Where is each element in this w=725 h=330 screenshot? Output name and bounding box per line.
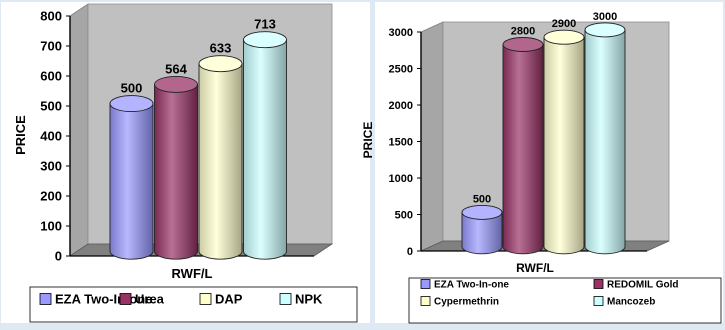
chart-right: 0 500 1000 1500 2000 2500 3000 PRICE RWF/L 500 280…	[361, 11, 722, 324]
y-tick-label: 2000	[389, 100, 413, 112]
y-tick-label: 0	[407, 246, 413, 258]
y-tick-label: 1000	[389, 173, 413, 185]
bar-2	[543, 36, 585, 255]
bar-1	[154, 83, 198, 260]
legend-swatch	[119, 293, 132, 305]
bar-top-3	[584, 22, 626, 38]
y-tick-label: 200	[40, 189, 62, 204]
legend-swatch	[39, 293, 52, 305]
y-axis-title: PRICE	[361, 122, 375, 159]
side-wall	[420, 21, 444, 252]
bar-2	[198, 63, 243, 260]
bar-0	[109, 103, 154, 260]
y-tick-label: 2500	[389, 63, 413, 75]
chart-left: 0 100 200 300 400 500 600 700 800 PRICE RWF/L 500 56…	[13, 3, 358, 323]
legend-swatch	[593, 279, 604, 289]
side-wall	[69, 3, 89, 257]
bar-top-2	[543, 29, 585, 45]
bar-3	[243, 39, 287, 260]
legend-swatch	[420, 279, 431, 289]
y-tick-label: 100	[40, 219, 62, 234]
y-tick-label: 400	[40, 129, 62, 144]
y-axis-title: PRICE	[13, 115, 28, 155]
data-label: 633	[210, 41, 232, 56]
bar-top-0	[461, 204, 503, 220]
data-label: 564	[165, 61, 187, 76]
bar-3	[584, 29, 626, 255]
data-label: 500	[121, 81, 143, 96]
legend-swatch	[593, 296, 604, 306]
y-tick-label: 500	[40, 99, 62, 114]
legend-swatch	[279, 293, 292, 305]
data-label: 713	[254, 17, 276, 32]
bar-top-3	[243, 31, 287, 49]
y-tick-label: 1500	[389, 136, 413, 148]
bar-0	[461, 211, 503, 255]
y-tick-label: 300	[40, 159, 62, 174]
bar-top-2	[198, 55, 243, 73]
data-label: 2900	[552, 18, 576, 30]
data-label: 3000	[593, 11, 617, 23]
y-tick-label: 600	[40, 69, 62, 84]
data-label: 2800	[511, 26, 535, 38]
legend-label: Cypermethrin	[434, 297, 499, 308]
y-tick-label: 3000	[389, 27, 413, 39]
bar-top-1	[154, 75, 198, 93]
legend-label: DAP	[215, 292, 243, 307]
y-tick-label: 800	[40, 9, 62, 24]
legend-box	[29, 286, 358, 323]
bar-top-1	[502, 37, 544, 52]
x-axis-title: RWF/L	[172, 266, 213, 281]
legend-label: Urea	[135, 292, 165, 307]
legend-swatch	[199, 293, 212, 305]
y-tick-label: 500	[395, 209, 413, 221]
legend-label: EZA Two-In-one	[434, 280, 509, 291]
y-tick-label: 0	[55, 249, 62, 264]
y-tick-label: 700	[40, 39, 62, 54]
legend-box	[408, 277, 722, 324]
x-axis-title: RWF/L	[516, 261, 554, 275]
legend-label: REDOMIL Gold	[607, 280, 678, 291]
legend-swatch	[420, 296, 431, 306]
bar-1	[502, 44, 544, 255]
legend-label: Mancozeb	[607, 297, 655, 308]
bar-top-0	[109, 95, 154, 113]
legend-label: NPK	[295, 292, 323, 307]
data-label: 500	[473, 193, 491, 205]
